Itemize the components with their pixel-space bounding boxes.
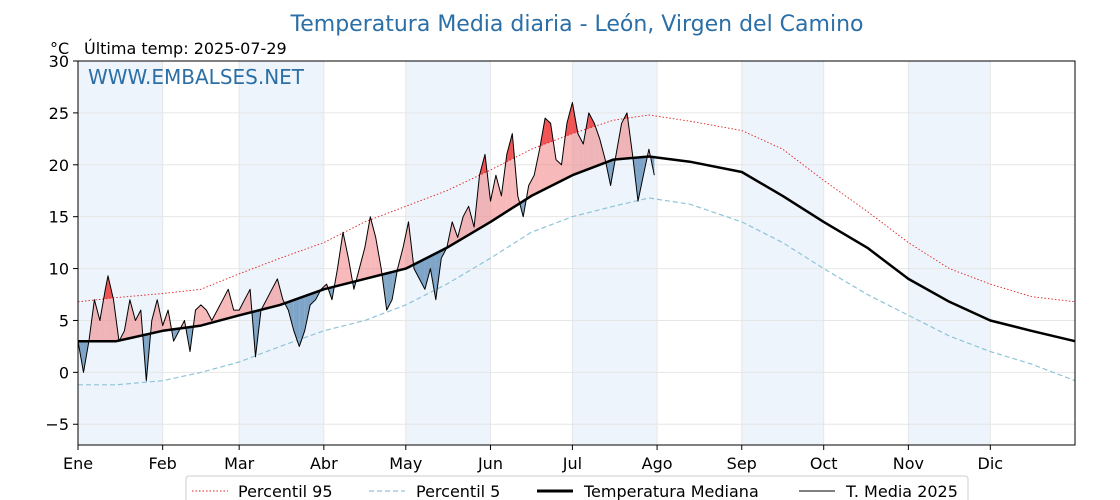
above-median-fill <box>556 159 562 184</box>
x-tick-label: Jul <box>562 454 582 473</box>
legend: Percentil 95 Percentil 5 Temperatura Med… <box>185 475 969 500</box>
below-median-fill <box>413 261 420 279</box>
above-median-fill <box>364 216 371 279</box>
x-tick-label: May <box>389 454 422 473</box>
below-median-fill <box>637 156 644 202</box>
above-median-fill <box>370 216 376 278</box>
above-median-fill <box>244 289 251 314</box>
legend-year-label: T. Media 2025 <box>845 482 958 500</box>
legend-p95-label: Percentil 95 <box>238 482 333 500</box>
month-band-ene <box>78 61 163 445</box>
above-median-fill <box>337 232 343 286</box>
above-median-fill <box>200 304 207 326</box>
below-median-fill <box>386 272 393 311</box>
above-median-fill <box>452 221 458 245</box>
y-tick-label: −5 <box>45 415 69 434</box>
above-median-fill <box>342 232 349 285</box>
below-median-fill <box>430 253 436 300</box>
above-median-fill <box>534 149 540 195</box>
below-median-fill <box>424 256 431 290</box>
below-median-fill <box>288 300 294 331</box>
y-tick-label: 20 <box>49 156 69 175</box>
x-tick-label: Oct <box>810 454 838 473</box>
above-median-fill <box>484 154 491 226</box>
above-median-fill <box>217 299 223 322</box>
x-tick-label: Feb <box>149 454 177 473</box>
x-tick-label: Ene <box>63 454 93 473</box>
x-tick-label: Nov <box>893 454 924 473</box>
above-median-fill <box>594 123 600 167</box>
legend-box <box>185 475 969 500</box>
series-line-2025 <box>77 102 655 382</box>
above-p95-fill <box>545 118 551 145</box>
y-unit-label: °C <box>50 39 69 58</box>
month-band-jul <box>572 61 658 445</box>
watermark: WWW.EMBALSES.NET <box>88 65 305 89</box>
series-lines <box>77 102 1076 386</box>
month-bands <box>78 61 991 445</box>
above-median-fill <box>577 133 584 174</box>
legend-p5-label: Percentil 5 <box>416 482 500 500</box>
x-tick-label: Ago <box>642 454 673 473</box>
above-median-fill <box>495 175 502 219</box>
above-median-fill <box>222 289 229 320</box>
y-axis-ticks: −5 0 5 10 15 20 25 30 <box>45 52 78 434</box>
x-axis-ticks: Ene Feb Mar Abr May Jun Jul Ago Sep Oct Nov Dic <box>63 445 1003 473</box>
above-p95-fill <box>566 102 573 136</box>
last-temp-label: Última temp: 2025-07-29 <box>84 39 287 58</box>
series-line-p95 <box>77 114 1076 303</box>
x-tick-label: Mar <box>224 454 255 473</box>
above-median-fill <box>561 123 567 181</box>
series-line-median <box>78 155 1076 343</box>
above-median-fill <box>99 289 106 342</box>
below-median-fill <box>310 292 316 305</box>
above-p95-fill <box>588 112 595 129</box>
y-tick-label: 5 <box>59 311 69 330</box>
above-median-fill <box>129 299 136 339</box>
legend-median-label: Temperatura Mediana <box>583 482 759 500</box>
x-tick-label: Jun <box>477 454 503 473</box>
above-median-fill <box>239 299 245 316</box>
above-median-fill <box>271 278 278 307</box>
below-median-fill <box>304 294 311 331</box>
y-tick-label: 10 <box>49 260 69 279</box>
above-median-fill <box>228 289 234 319</box>
series-line-p5 <box>78 197 1076 386</box>
y-tick-label: 0 <box>59 363 69 382</box>
x-tick-label: Dic <box>978 454 1004 473</box>
x-tick-label: Sep <box>727 454 757 473</box>
above-median-fill <box>94 299 100 342</box>
above-median-fill <box>151 299 158 334</box>
above-median-fill <box>621 112 628 159</box>
month-band-sep <box>741 61 824 445</box>
y-tick-label: 25 <box>49 104 69 123</box>
y-tick-label: 15 <box>49 208 69 227</box>
below-median-fill <box>419 258 425 290</box>
month-band-may <box>405 61 491 445</box>
plot-frame <box>77 60 1076 446</box>
y-tick-label: 30 <box>49 52 69 71</box>
above-median-fill <box>528 175 535 198</box>
above-median-fill <box>490 175 496 222</box>
above-median-fill <box>195 304 201 327</box>
above-median-fill <box>359 247 365 281</box>
above-p95-fill <box>105 275 109 299</box>
chart-title: Temperatura Media diaria - León, Virgen … <box>290 12 864 37</box>
month-band-mar <box>239 61 324 445</box>
x-tick-label: Abr <box>310 454 338 473</box>
above-median-fill <box>266 289 272 309</box>
above-median-fill <box>135 310 141 337</box>
month-band-nov <box>908 61 991 445</box>
above-median-fill <box>501 154 507 215</box>
above-median-fill <box>403 221 409 270</box>
